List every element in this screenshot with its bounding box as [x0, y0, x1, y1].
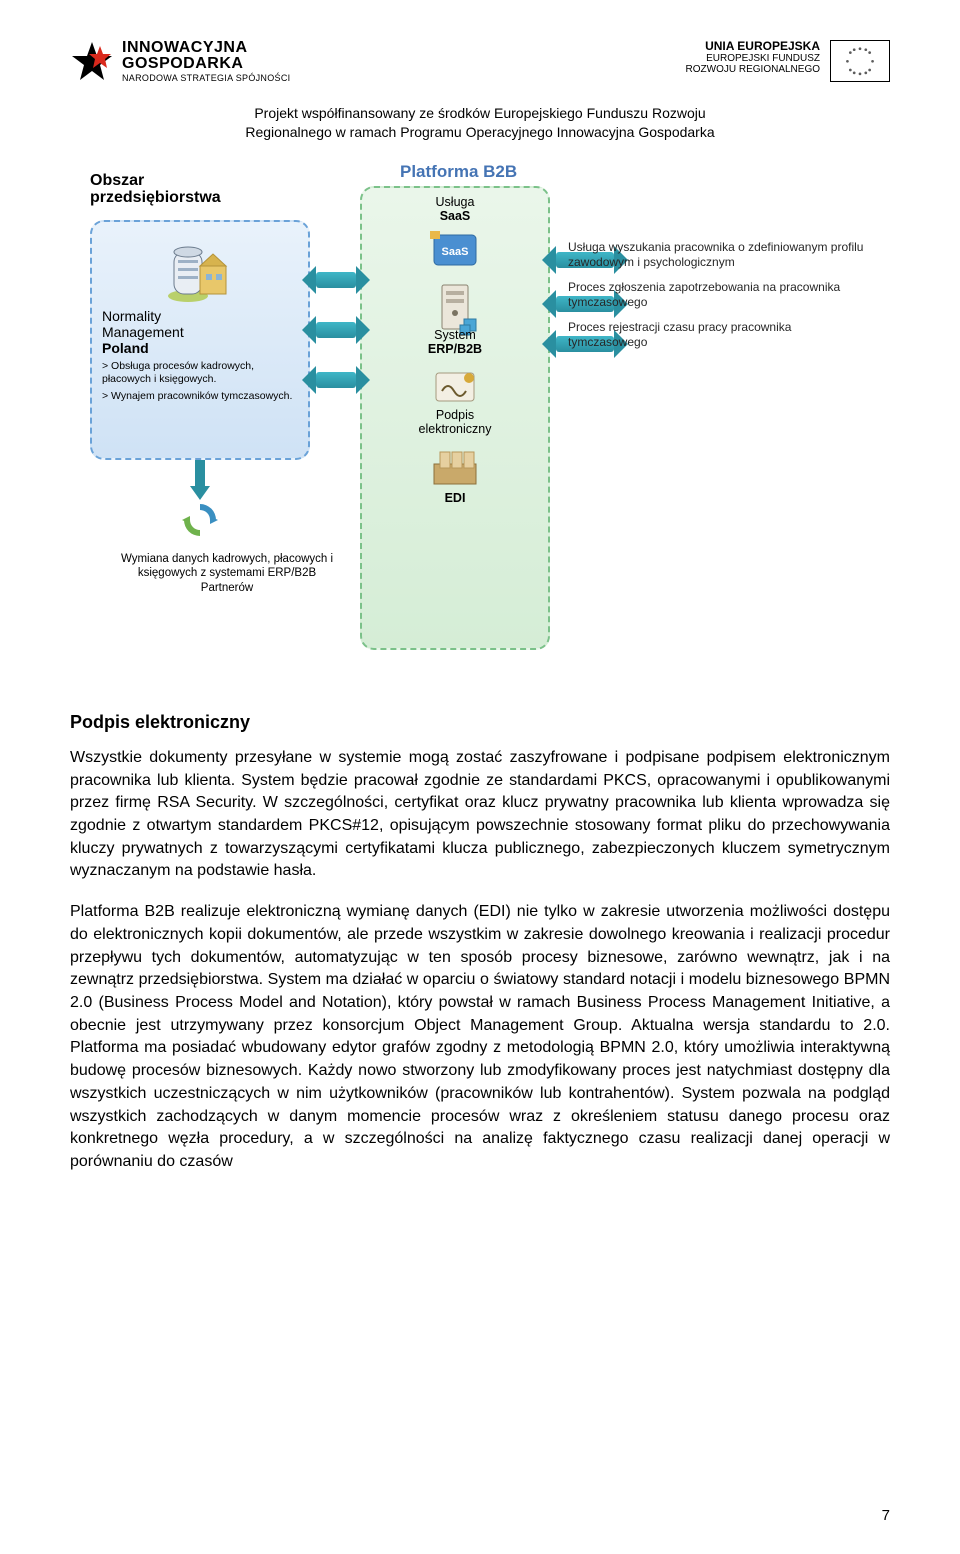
svg-text:SaaS: SaaS: [442, 246, 469, 258]
obszar-box: Normality Management Poland > Obsługa pr…: [90, 220, 310, 460]
saas-label: Usługa SaaS: [436, 196, 475, 224]
ig-star-icon: [70, 40, 114, 84]
logo-eu: UNIA EUROPEJSKA EUROPEJSKI FUNDUSZ ROZWO…: [686, 40, 890, 82]
podpis-label: Podpis elektroniczny: [419, 409, 492, 437]
header-logos: INNOWACYJNA GOSPODARKA NARODOWA STRATEGI…: [70, 40, 890, 84]
arrow-obszar-platform-1: [316, 272, 356, 288]
obszar-title: Obszar przedsiębiorstwa: [90, 172, 221, 207]
server-icon: [428, 281, 482, 327]
eu-line3: ROZWOJU REGIONALNEGO: [686, 64, 820, 75]
process-list: Usługa wyszukania pracownika o zdefiniow…: [568, 240, 868, 360]
refresh-icon: [178, 498, 222, 542]
paragraph-2: Platforma B2B realizuje elektroniczną wy…: [70, 901, 890, 1174]
process-2: Proces zgłoszenia zapotrzebowania na pra…: [568, 280, 868, 310]
architecture-diagram: Obszar przedsiębiorstwa Platforma B2B: [90, 162, 870, 682]
signature-icon: [428, 367, 482, 407]
arrow-down-icon: [190, 460, 210, 500]
page-number: 7: [882, 1507, 890, 1524]
building-icon: [166, 238, 234, 306]
arrow-obszar-platform-3: [316, 372, 356, 388]
org-name-1: Normality: [102, 308, 298, 324]
ig-line2: GOSPODARKA: [122, 56, 290, 72]
org-name-2: Management: [102, 324, 298, 340]
ig-line3: NARODOWA STRATEGIA SPÓJNOŚCI: [122, 74, 290, 83]
org-name-3: Poland: [102, 340, 298, 356]
platform-box: Usługa SaaS SaaS System ERP/B2B: [360, 186, 550, 650]
eu-flag-icon: [830, 40, 890, 82]
eu-line1: UNIA EUROPEJSKA: [686, 40, 820, 53]
platform-title: Platforma B2B: [400, 162, 517, 182]
saas-icon: SaaS: [428, 227, 482, 273]
logo-innowacyjna-gospodarka: INNOWACYJNA GOSPODARKA NARODOWA STRATEGI…: [70, 40, 290, 84]
ig-line1: INNOWACYJNA: [122, 40, 290, 56]
org-sub-2: > Wynajem pracowników tymczasowych.: [102, 390, 298, 403]
org-sub-1: > Obsługa procesów kadrowych, płacowych …: [102, 360, 298, 386]
edi-label: EDI: [445, 492, 466, 506]
arrow-obszar-platform-2: [316, 322, 356, 338]
paragraph-1: Wszystkie dokumenty przesyłane w systemi…: [70, 747, 890, 883]
exchange-label: Wymiana danych kadrowych, płacowych i ks…: [112, 552, 342, 595]
process-3: Proces rejestracji czasu pracy pracownik…: [568, 320, 868, 350]
subheader-line1: Projekt współfinansowany ze środków Euro…: [254, 105, 705, 121]
erp-label: System ERP/B2B: [428, 329, 482, 357]
section-title: Podpis elektroniczny: [70, 712, 890, 733]
subheader-line2: Regionalnego w ramach Programu Operacyjn…: [245, 124, 714, 140]
process-1: Usługa wyszukania pracownika o zdefiniow…: [568, 240, 868, 270]
edi-icon: [428, 446, 482, 490]
eu-line2: EUROPEJSKI FUNDUSZ: [686, 53, 820, 64]
subheader: Projekt współfinansowany ze środków Euro…: [70, 104, 890, 142]
